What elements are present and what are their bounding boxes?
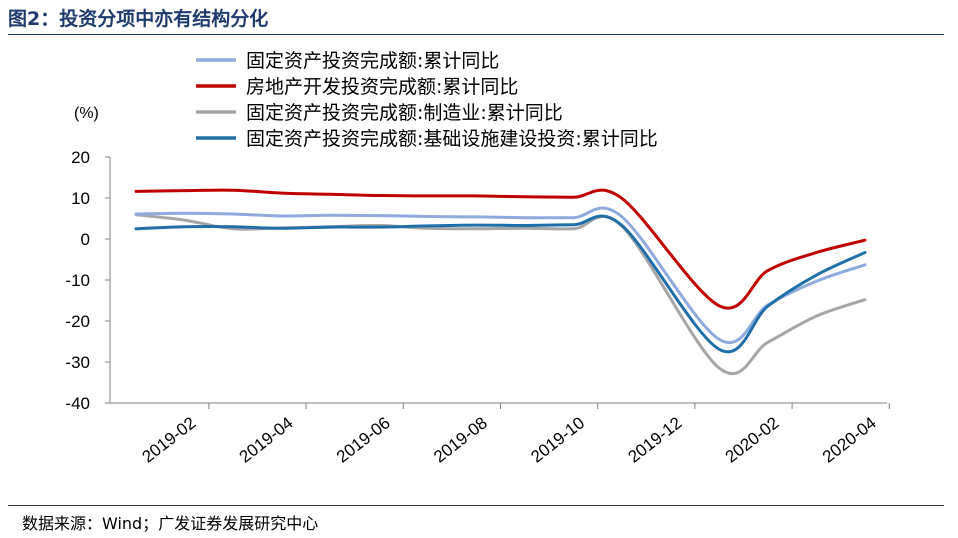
source-divider — [8, 505, 944, 506]
x-tick-label: 2020-02 — [722, 413, 783, 466]
y-tick-label: -10 — [65, 271, 90, 290]
y-tick-label: 10 — [71, 189, 90, 208]
series-line-infrastructure — [134, 214, 867, 354]
series-lines — [134, 188, 867, 376]
x-axis: 2019-02 2019-04 2019-06 2019-08 2019-10 2019-… — [110, 402, 890, 467]
legend-label-fai-total: 固定资产投资完成额:累计同比 — [246, 50, 499, 72]
legend-label-infrastructure: 固定资产投资完成额:基础设施建设投资:累计同比 — [246, 128, 658, 150]
y-tick-label: 0 — [81, 230, 90, 249]
y-axis: 20 10 0 -10 -20 -30 -40 — [65, 148, 111, 413]
title-divider — [8, 34, 944, 35]
line-chart: 固定资产投资完成额:累计同比房地产开发投资完成额:累计同比固定资产投资完成额:制… — [65, 50, 890, 467]
figure-title-text: 投资分项中亦有结构分化 — [59, 8, 269, 30]
legend-label-manufacturing: 固定资产投资完成额:制造业:累计同比 — [246, 102, 563, 124]
series-line-manufacturing — [134, 213, 867, 376]
y-tick-label: -30 — [65, 353, 90, 372]
y-axis-unit-label: (%) — [74, 105, 99, 122]
x-tick-label: 2019-12 — [625, 413, 686, 466]
legend-label-real-estate: 房地产开发投资完成额:累计同比 — [246, 76, 518, 98]
series-line-fai-total — [134, 206, 867, 344]
x-tick-label: 2019-10 — [527, 413, 588, 466]
series-line-real-estate — [134, 188, 867, 310]
x-tick-label: 2019-04 — [236, 413, 297, 466]
figure-title: 图2：投资分项中亦有结构分化 — [8, 4, 268, 31]
y-tick-label: 20 — [71, 148, 90, 167]
x-tick-label: 2019-02 — [139, 413, 200, 466]
x-tick-label: 2019-06 — [333, 413, 394, 466]
source-note: 数据来源：Wind；广发证券发展研究中心 — [22, 514, 319, 533]
y-tick-label: -20 — [65, 312, 90, 331]
y-tick-label: -40 — [65, 394, 90, 413]
figure-label: 图2： — [8, 8, 60, 30]
x-tick-label: 2020-04 — [819, 413, 880, 466]
x-tick-label: 2019-08 — [430, 413, 491, 466]
chart-legend: 固定资产投资完成额:累计同比房地产开发投资完成额:累计同比固定资产投资完成额:制… — [196, 50, 658, 150]
